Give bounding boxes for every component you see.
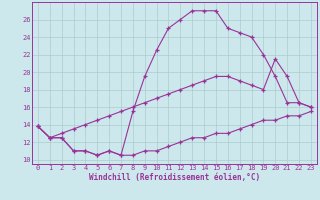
X-axis label: Windchill (Refroidissement éolien,°C): Windchill (Refroidissement éolien,°C)	[89, 173, 260, 182]
